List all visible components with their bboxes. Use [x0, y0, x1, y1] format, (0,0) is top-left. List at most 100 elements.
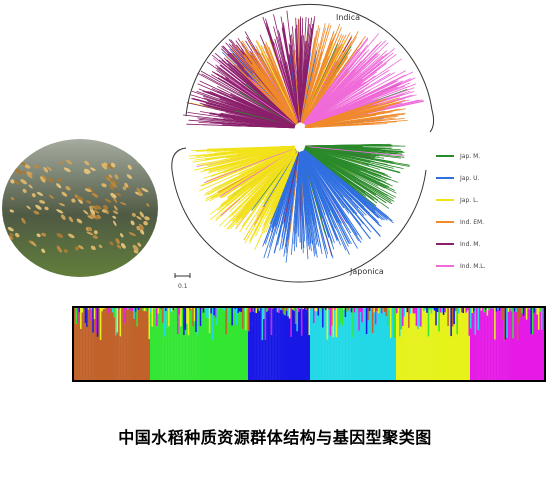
structure-bar-segment	[365, 308, 368, 335]
structure-bar-segment	[143, 308, 146, 312]
structure-bar-segment	[465, 308, 468, 313]
structure-bar-segment	[198, 311, 200, 380]
structure-bar-segment	[503, 308, 505, 341]
rice-grain	[63, 167, 71, 173]
tree-branch	[226, 122, 295, 128]
rice-grain	[36, 191, 44, 196]
structure-bar-segment	[486, 308, 489, 316]
structure-bar-segment	[367, 308, 370, 321]
structure-bar-segment	[433, 310, 436, 380]
rice-grain	[143, 221, 148, 226]
tree-branch	[204, 148, 293, 184]
tree-branch	[300, 57, 317, 123]
tree-branch	[308, 70, 406, 124]
structure-bar-segment	[134, 311, 137, 380]
structure-bar-segment	[350, 312, 353, 380]
structure-bar-segment	[124, 323, 126, 380]
rice-grain	[22, 170, 27, 175]
structure-bar-segment	[297, 308, 300, 312]
structure-bar-segment	[473, 311, 475, 380]
structure-bar-segment	[341, 325, 344, 380]
structure-bar-segment	[349, 317, 351, 380]
structure-bar-segment	[406, 308, 409, 313]
structure-bar-segment	[202, 312, 205, 380]
rice-grain	[59, 161, 63, 165]
structure-bar-segment	[483, 308, 486, 313]
tree-branch	[288, 154, 300, 244]
structure-bar-segment	[495, 308, 498, 312]
structure-bar-segment	[249, 308, 252, 313]
rice-grain	[36, 233, 41, 237]
tree-branch	[211, 54, 294, 123]
structure-bar-segment	[335, 308, 338, 338]
structure-bar-segment	[130, 308, 132, 311]
structure-bar-segment	[260, 312, 262, 380]
structure-bar-segment	[198, 308, 200, 312]
structure-bar-segment	[435, 308, 437, 326]
structure-bar-segment	[531, 334, 534, 380]
structure-bar-segment	[78, 308, 81, 313]
structure-bar-segment	[284, 308, 286, 316]
structure-bar-segment	[326, 308, 329, 340]
structure-bar-segment	[528, 308, 531, 310]
tree-branch	[197, 72, 292, 124]
rice-grain	[122, 186, 127, 191]
structure-bar-segment	[305, 309, 308, 380]
structure-bar-segment	[406, 312, 409, 380]
structure-bar-segment	[382, 308, 385, 312]
structure-bar-segment	[506, 338, 508, 380]
structure-bar-segment	[474, 308, 477, 335]
structure-bar-segment	[340, 308, 342, 324]
tree-branch	[253, 151, 297, 209]
tree-branch	[242, 152, 296, 228]
structure-bar-segment	[316, 311, 318, 380]
rice-grain	[77, 196, 84, 201]
structure-bar-segment	[540, 308, 543, 330]
structure-bar-segment	[346, 308, 348, 313]
structure-bar-segment	[263, 308, 265, 319]
tree-branch	[252, 52, 297, 122]
tree-branch	[235, 146, 295, 157]
structure-bar-segment	[186, 323, 188, 380]
japonica-label: Japonica	[349, 267, 384, 276]
structure-bar-segment	[178, 308, 181, 315]
tree-branch	[307, 52, 394, 123]
structure-bar-segment	[213, 315, 216, 380]
structure-bar-segment	[169, 312, 172, 380]
rice-grain	[131, 212, 136, 217]
structure-bar-segment	[279, 310, 282, 380]
tree-branch	[307, 113, 400, 128]
tree-branch	[304, 150, 359, 209]
structure-bar-segment	[187, 335, 190, 380]
structure-bar-segment	[273, 323, 276, 380]
structure-bar-segment	[136, 326, 139, 380]
structure-bar-segment	[314, 308, 317, 312]
structure-bar-segment	[403, 308, 406, 317]
structure-bar-segment	[391, 329, 394, 380]
rice-grain	[109, 241, 114, 246]
structure-bar-segment	[352, 308, 354, 338]
structure-bar-segment	[80, 308, 82, 329]
structure-bar-segment	[93, 319, 96, 380]
structure-bar-segment	[257, 308, 259, 309]
tree-branch	[306, 153, 381, 236]
structure-bar-segment	[267, 308, 270, 311]
tree-branch	[302, 154, 341, 246]
structure-bar-segment	[243, 311, 246, 380]
structure-bar-segment	[453, 308, 456, 325]
tree-branch	[273, 45, 299, 122]
structure-bar-segment	[184, 329, 187, 380]
structure-bar-segment	[355, 308, 357, 326]
structure-bar-segment	[373, 312, 376, 380]
structure-bar-segment	[137, 308, 140, 310]
structure-bar-segment	[163, 336, 166, 380]
rice-grain	[104, 198, 112, 203]
structure-bar-segment	[338, 308, 341, 327]
structure-bar-segment	[359, 312, 362, 380]
structure-bar-segment	[269, 308, 271, 314]
rice-grain	[112, 196, 118, 203]
tree-branch	[204, 149, 293, 196]
structure-bar-segment	[254, 308, 256, 312]
structure-bar-segment	[479, 308, 481, 330]
tree-branch	[239, 150, 296, 200]
